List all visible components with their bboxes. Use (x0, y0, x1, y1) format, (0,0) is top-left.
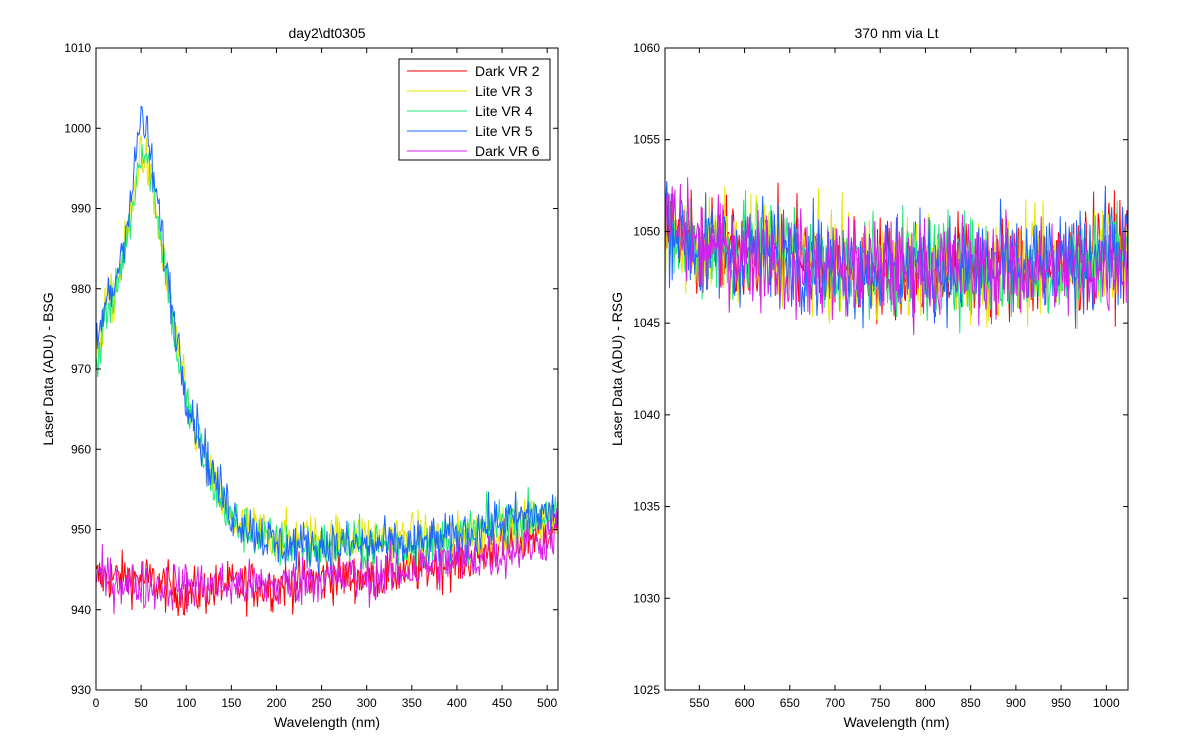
x-axis-label: Wavelength (nm) (843, 714, 949, 730)
y-tick-label: 950 (71, 523, 91, 537)
x-axis-label: Wavelength (nm) (274, 714, 380, 730)
series-line-dark-vr-6 (95, 508, 559, 615)
legend-label: Lite VR 5 (475, 123, 533, 139)
y-tick-label: 1010 (64, 41, 91, 55)
y-tick-label: 1000 (64, 121, 91, 135)
x-tick-label: 550 (689, 696, 709, 710)
chart-title: 370 nm via Lt (854, 25, 938, 41)
x-tick-label: 400 (447, 696, 467, 710)
plot-area (665, 48, 1128, 690)
x-tick-label: 0 (93, 696, 100, 710)
y-tick-label: 990 (71, 202, 91, 216)
x-tick-label: 300 (357, 696, 377, 710)
chart-left: 0 50 100 150 200 250 300 350 400 450 500 930 940 950 9… (40, 25, 559, 730)
x-tick-label: 900 (1006, 696, 1026, 710)
y-tick-label: 980 (71, 282, 91, 296)
y-tick-label: 960 (71, 442, 91, 456)
x-tick-label: 100 (176, 696, 196, 710)
x-tick-label: 650 (780, 696, 800, 710)
legend-label: Dark VR 6 (475, 143, 540, 159)
y-tick-label: 930 (71, 683, 91, 697)
x-tick-label: 950 (1051, 696, 1071, 710)
x-tick-label: 50 (134, 696, 148, 710)
x-tick-label: 1000 (1093, 696, 1120, 710)
chart-right: 550 600 650 700 750 800 850 900 950 1000 1025 1030 1… (609, 25, 1129, 730)
y-axis-label: Laser Data (ADU) - RSG (609, 292, 625, 446)
x-tick-label: 450 (492, 696, 512, 710)
x-tick-label: 700 (825, 696, 845, 710)
series-line-lite-vr-5 (95, 105, 559, 576)
x-tick-label: 500 (537, 696, 557, 710)
x-tick-label: 600 (735, 696, 755, 710)
series-line-dark-vr-6 (664, 177, 1129, 336)
legend-label: Lite VR 4 (475, 103, 533, 119)
x-tick-label: 850 (961, 696, 981, 710)
legend: Dark VR 2 Lite VR 3 Lite VR 4 Lite VR 5 Dark… (398, 58, 551, 161)
y-tick-label: 940 (71, 603, 91, 617)
y-tick-label: 1060 (633, 41, 660, 55)
y-tick-label: 1050 (633, 224, 660, 238)
x-tick-label: 800 (915, 696, 935, 710)
axes-box (664, 47, 1129, 691)
chart-title: day2\dt0305 (288, 25, 365, 41)
y-tick-label: 1040 (633, 408, 660, 422)
y-tick-label: 970 (71, 362, 91, 376)
y-tick-label: 1025 (633, 683, 660, 697)
legend-box (398, 58, 551, 161)
y-tick-label: 1035 (633, 500, 660, 514)
y-tick-label: 1030 (633, 591, 660, 605)
x-tick-label: 250 (312, 696, 332, 710)
legend-label: Lite VR 3 (475, 83, 533, 99)
series-line-lite-vr-4 (95, 144, 559, 570)
x-tick-label: 750 (870, 696, 890, 710)
x-tick-label: 150 (221, 696, 241, 710)
legend-label: Dark VR 2 (475, 63, 540, 79)
y-tick-label: 1045 (633, 316, 660, 330)
y-axis-label: Laser Data (ADU) - BSG (40, 292, 56, 445)
x-tick-label: 350 (402, 696, 422, 710)
x-tick-label: 200 (266, 696, 286, 710)
y-tick-label: 1055 (633, 133, 660, 147)
